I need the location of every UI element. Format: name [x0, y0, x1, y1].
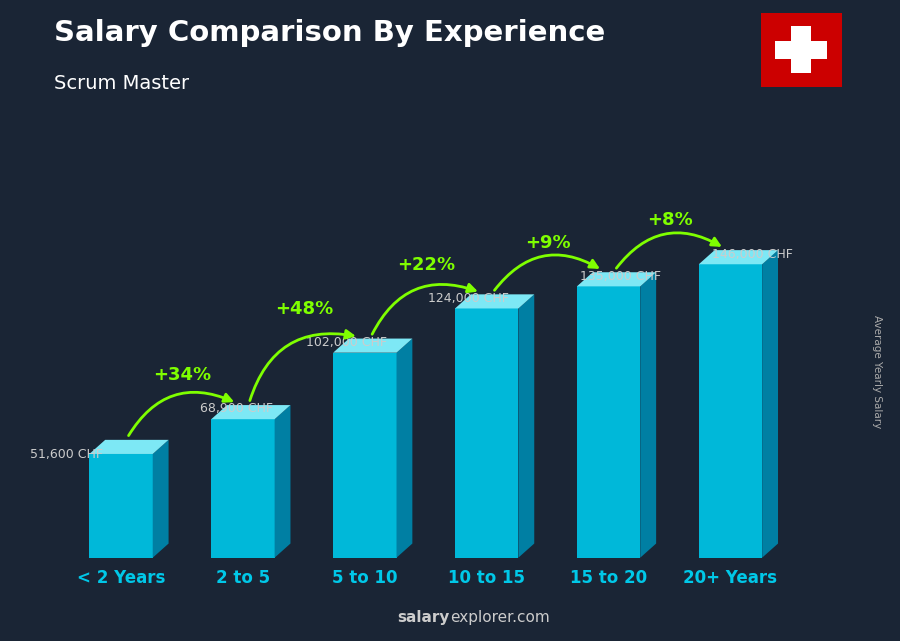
Polygon shape [212, 405, 291, 419]
Polygon shape [455, 294, 535, 308]
Text: Scrum Master: Scrum Master [54, 74, 189, 93]
Polygon shape [698, 250, 778, 264]
Polygon shape [397, 338, 412, 558]
Polygon shape [518, 294, 535, 558]
Polygon shape [333, 338, 412, 353]
Text: 68,900 CHF: 68,900 CHF [201, 403, 274, 415]
Text: +34%: +34% [153, 367, 211, 385]
Text: +22%: +22% [397, 256, 454, 274]
Polygon shape [577, 272, 656, 287]
Polygon shape [274, 405, 291, 558]
Text: Average Yearly Salary: Average Yearly Salary [872, 315, 883, 428]
Text: 135,000 CHF: 135,000 CHF [580, 270, 662, 283]
Polygon shape [212, 419, 274, 558]
Polygon shape [455, 308, 518, 558]
Text: 124,000 CHF: 124,000 CHF [428, 292, 508, 304]
Text: explorer.com: explorer.com [450, 610, 550, 625]
Text: +8%: +8% [647, 212, 692, 229]
Polygon shape [89, 440, 168, 454]
Polygon shape [791, 26, 811, 73]
Polygon shape [762, 250, 778, 558]
Text: 51,600 CHF: 51,600 CHF [30, 449, 103, 462]
Polygon shape [775, 41, 827, 58]
Polygon shape [640, 272, 656, 558]
Text: +9%: +9% [525, 233, 571, 251]
Text: salary: salary [398, 610, 450, 625]
Text: 102,000 CHF: 102,000 CHF [306, 336, 387, 349]
Polygon shape [577, 287, 640, 558]
Text: +48%: +48% [274, 300, 333, 318]
Polygon shape [89, 454, 153, 558]
Text: 146,000 CHF: 146,000 CHF [712, 247, 793, 260]
Text: Salary Comparison By Experience: Salary Comparison By Experience [54, 19, 605, 47]
Polygon shape [698, 264, 762, 558]
Polygon shape [333, 353, 397, 558]
Polygon shape [153, 440, 168, 558]
